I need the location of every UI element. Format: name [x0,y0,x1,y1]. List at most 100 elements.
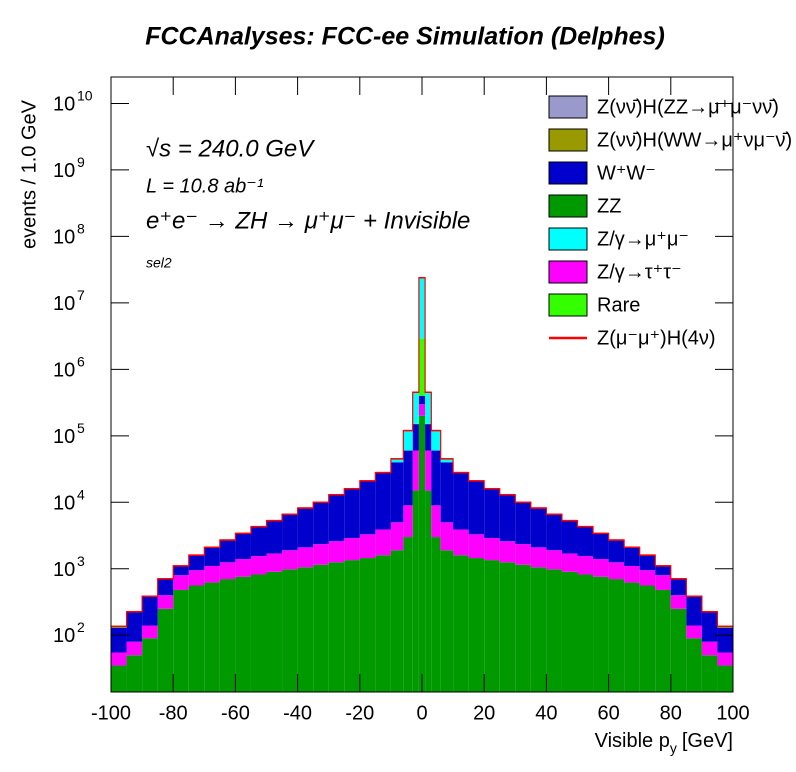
histogram-bar [655,575,671,590]
series [111,395,733,653]
histogram-bar [655,589,671,692]
histogram-bar [639,585,656,692]
histogram-bar [422,395,426,405]
x-axis-label-text: Visible p [595,730,670,752]
histogram-bar [418,395,422,405]
y-tick-label: 10 5 [53,420,85,449]
y-tick-exponent: 6 [77,353,85,369]
histogram-bar [412,450,419,491]
histogram-bar [111,627,127,653]
histogram-bar [126,641,143,656]
histogram-bar [670,595,687,609]
histogram-bar [157,595,174,609]
histogram-bar [577,574,594,692]
legend: Z(νν̄)H(ZZ→μ⁺μ⁻νν̄) Z(νν̄)H(WW→μ⁺νμ⁻ν̄) W⁺… [548,95,792,349]
histogram-bar [412,392,419,424]
histogram-bar [468,480,485,535]
histogram-bar [111,627,127,628]
histogram-bar [219,540,236,563]
y-tick-label: 10 3 [53,552,85,581]
y-tick-exponent: 7 [77,287,85,303]
histogram-bar [608,540,625,563]
histogram-bar [204,566,220,583]
histogram-bar [425,450,432,491]
histogram-bar [344,560,360,692]
y-tick-label: 10 9 [53,154,85,183]
histogram-bar [235,559,251,577]
histogram-bar [577,526,594,557]
histogram-bar [282,550,298,570]
histogram-bar [219,579,236,692]
histogram-bar [282,514,298,551]
histogram-bar [282,569,298,692]
series [390,277,454,463]
histogram-bar [453,472,469,530]
series [111,404,733,666]
histogram-bar [425,392,432,424]
histogram-bar [173,575,189,590]
histogram-bar [403,430,413,451]
annotation: e⁺e⁻ → ZH → μ⁺μ⁻ + Invisible [146,207,470,234]
histogram-bar [577,556,594,575]
histogram-bar [468,534,485,559]
histogram-bar [440,550,454,692]
x-tick-label: 80 [660,702,682,724]
histogram-bar [670,608,687,692]
histogram-bar [344,488,360,539]
histogram-bar [639,570,656,586]
y-tick-exponent: 4 [77,486,85,502]
signal-outline [111,277,733,627]
legend-label: Rare [597,294,640,316]
histogram-bar [157,608,174,692]
histogram-bar [390,458,404,463]
legend-swatch [548,128,588,152]
histogram-bar [484,488,500,539]
histogram-bar [403,450,413,506]
legend-swatch [548,227,588,251]
annotation: sel2 [146,255,172,271]
histogram-bar [204,582,220,692]
x-tick-label: -60 [221,702,250,724]
legend-label: Z(νν̄)H(WW→μ⁺νμ⁻ν̄) [597,129,792,151]
histogram-bar [717,627,733,653]
histogram-bar [440,462,454,523]
histogram-bar [431,450,441,506]
histogram-bar [561,553,578,572]
histogram-bar [440,458,454,463]
histogram-bar [297,567,314,692]
histogram-bar [499,541,516,563]
y-tick-label: 10 8 [53,220,85,249]
legend-label: Z(μ⁻μ⁺)H(4ν) [597,327,716,349]
histogram-bar [219,562,236,580]
y-tick-exponent: 8 [77,220,85,236]
histogram-bar [390,522,404,551]
x-tick-label: -100 [91,702,131,724]
legend-swatch [548,161,588,185]
histogram-bar [484,538,500,561]
histogram-bar [530,508,547,548]
histogram-bar [530,547,547,568]
histogram-bar [418,415,422,692]
histogram-bar [375,472,391,530]
y-tick-label: 10 7 [53,287,85,316]
x-tick-label: 20 [473,702,495,724]
y-tick-exponent: 10 [77,87,93,103]
histogram-bar [717,665,733,692]
histogram-bar [686,638,702,692]
plot-area [111,276,733,692]
y-tick-base: 10 [53,227,75,249]
y-tick-exponent: 9 [77,154,85,170]
histogram-bar [717,652,733,666]
legend-label: Z(νν̄)H(ZZ→μ⁺μ⁻νν̄) [597,96,779,118]
x-axis-label: Visible py [GeV] [595,730,733,755]
histogram-bar [266,571,283,692]
histogram-bar [250,526,267,557]
x-tick-label: -80 [159,702,188,724]
histogram-bar [593,576,609,692]
histogram-bar [425,490,432,692]
histogram-bar [422,277,426,339]
legend-swatch [548,260,588,284]
histogram-bar [359,534,376,559]
histogram-bar [639,555,656,571]
histogram-bar [593,559,609,577]
